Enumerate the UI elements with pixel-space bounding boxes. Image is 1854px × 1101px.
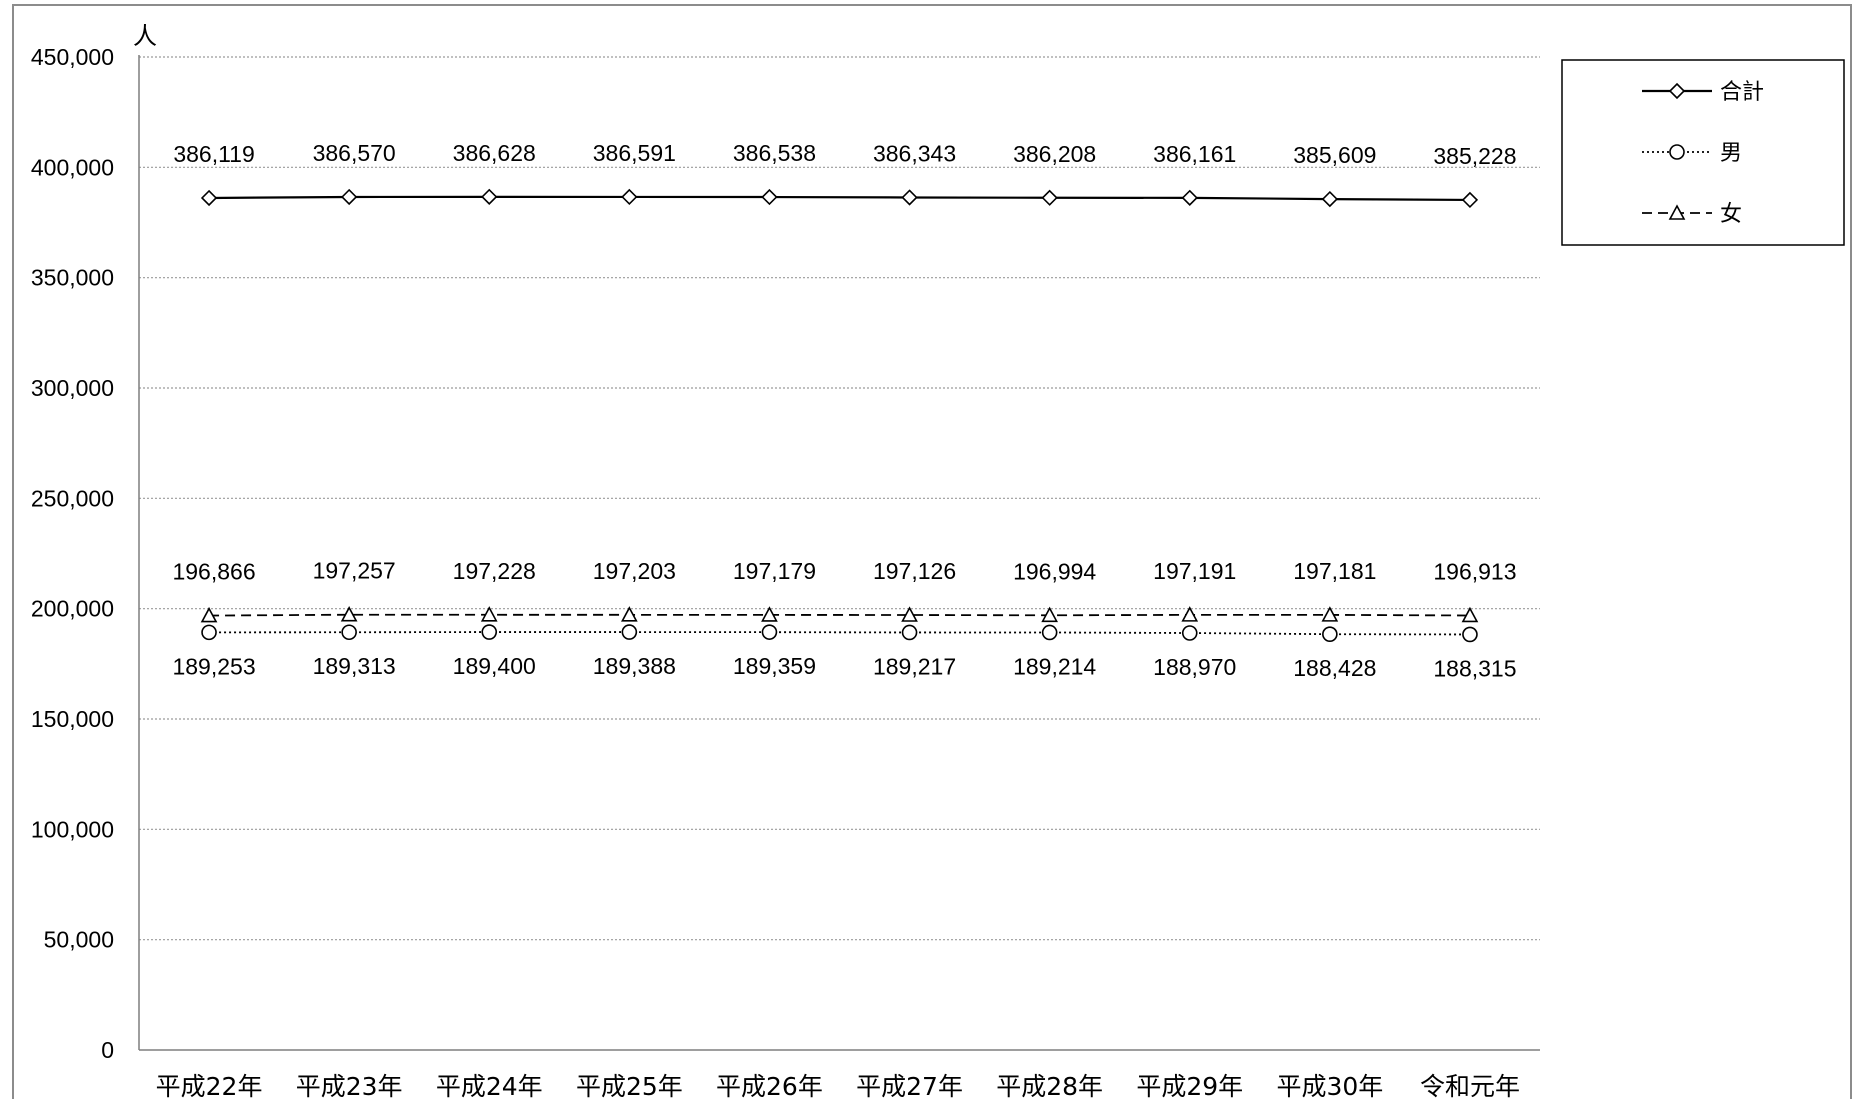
data-point-diamond bbox=[761, 188, 778, 206]
data-point-triangle bbox=[340, 606, 358, 622]
data-point-circle bbox=[481, 624, 498, 640]
data-point-diamond bbox=[1321, 190, 1338, 208]
data-label: 197,191 bbox=[1153, 558, 1236, 584]
series-line-circle bbox=[209, 631, 1470, 636]
data-label: 197,126 bbox=[873, 558, 956, 584]
legend-label: 男 bbox=[1720, 141, 1742, 166]
data-label: 189,313 bbox=[313, 653, 396, 679]
chart-frame bbox=[12, 4, 1852, 1099]
data-label: 189,359 bbox=[733, 653, 816, 679]
data-label: 386,161 bbox=[1153, 141, 1236, 167]
data-label: 196,866 bbox=[172, 559, 255, 585]
y-tick-label: 50,000 bbox=[44, 927, 114, 953]
data-point-triangle bbox=[200, 606, 218, 623]
y-tick-label: 450,000 bbox=[31, 44, 114, 70]
x-tick-label: 平成25年 bbox=[576, 1072, 683, 1101]
data-point-diamond bbox=[621, 188, 638, 206]
data-point-triangle bbox=[901, 606, 918, 622]
x-tick-label: 平成26年 bbox=[716, 1072, 823, 1101]
data-label: 189,253 bbox=[172, 653, 255, 679]
data-point-circle bbox=[1181, 625, 1198, 641]
legend-marker-circle bbox=[1669, 144, 1685, 160]
data-label: 386,119 bbox=[173, 141, 254, 167]
y-tick-label: 150,000 bbox=[31, 706, 114, 732]
data-point-diamond bbox=[481, 188, 498, 205]
x-tick-label: 平成27年 bbox=[856, 1072, 963, 1101]
data-label: 188,315 bbox=[1433, 655, 1516, 681]
data-label: 189,214 bbox=[1013, 653, 1096, 679]
data-label: 196,913 bbox=[1433, 558, 1516, 584]
data-label: 189,217 bbox=[873, 653, 956, 679]
data-point-circle bbox=[1041, 624, 1058, 641]
data-label: 197,228 bbox=[453, 558, 536, 584]
data-label: 386,570 bbox=[313, 140, 396, 166]
data-point-circle bbox=[761, 624, 778, 640]
legend-label: 女 bbox=[1720, 202, 1742, 227]
x-tick-label: 平成28年 bbox=[996, 1072, 1103, 1101]
data-point-circle bbox=[201, 624, 217, 641]
y-tick-label: 200,000 bbox=[31, 596, 114, 622]
x-tick-label: 平成23年 bbox=[296, 1072, 403, 1101]
data-point-diamond bbox=[1181, 189, 1198, 207]
data-label: 189,388 bbox=[593, 653, 676, 679]
data-label: 385,228 bbox=[1433, 143, 1516, 169]
data-label: 197,203 bbox=[593, 558, 676, 584]
data-label: 385,609 bbox=[1293, 142, 1376, 168]
data-label: 197,257 bbox=[313, 558, 396, 584]
y-tick-label: 400,000 bbox=[31, 154, 114, 180]
data-point-circle bbox=[1322, 626, 1338, 643]
x-tick-label: 平成29年 bbox=[1136, 1072, 1243, 1101]
data-point-triangle bbox=[1041, 606, 1058, 623]
y-unit-label: 人 bbox=[133, 22, 157, 50]
data-label: 197,179 bbox=[733, 558, 816, 584]
data-label: 386,343 bbox=[873, 140, 956, 166]
legend-label: 合計 bbox=[1720, 80, 1764, 105]
data-point-circle bbox=[1462, 626, 1478, 643]
data-point-triangle bbox=[480, 606, 498, 622]
x-tick-label: 平成24年 bbox=[436, 1072, 543, 1101]
data-point-circle bbox=[341, 624, 357, 641]
y-tick-label: 0 bbox=[101, 1037, 114, 1063]
data-point-circle bbox=[901, 624, 918, 641]
series-line-triangle bbox=[209, 613, 1470, 617]
data-point-diamond bbox=[1041, 189, 1058, 206]
y-tick-label: 250,000 bbox=[31, 485, 114, 511]
y-tick-label: 100,000 bbox=[31, 816, 114, 842]
data-point-triangle bbox=[621, 606, 638, 622]
data-label: 386,591 bbox=[593, 140, 676, 166]
data-label: 196,994 bbox=[1013, 558, 1096, 584]
data-point-diamond bbox=[200, 189, 218, 207]
x-tick-label: 令和元年 bbox=[1420, 1072, 1520, 1101]
x-tick-label: 平成22年 bbox=[156, 1072, 263, 1101]
data-point-diamond bbox=[1461, 191, 1479, 209]
data-point-circle bbox=[621, 624, 638, 640]
x-tick-label: 平成30年 bbox=[1276, 1072, 1383, 1101]
data-point-triangle bbox=[1321, 606, 1339, 622]
data-label: 386,208 bbox=[1013, 141, 1096, 167]
y-tick-label: 350,000 bbox=[31, 265, 114, 291]
data-label: 386,628 bbox=[453, 140, 536, 166]
data-point-triangle bbox=[1181, 606, 1199, 622]
y-tick-label: 300,000 bbox=[31, 375, 114, 401]
series-line-diamond bbox=[209, 195, 1470, 202]
data-point-triangle bbox=[761, 606, 778, 622]
data-label: 188,970 bbox=[1153, 654, 1236, 680]
legend-marker-diamond bbox=[1668, 82, 1686, 100]
data-point-triangle bbox=[1461, 606, 1479, 623]
data-label: 197,181 bbox=[1293, 558, 1376, 584]
data-label: 386,538 bbox=[733, 140, 816, 166]
data-label: 188,428 bbox=[1293, 655, 1376, 681]
data-point-diamond bbox=[341, 188, 358, 206]
data-label: 189,400 bbox=[453, 653, 536, 679]
legend-marker-triangle bbox=[1668, 204, 1686, 220]
data-point-diamond bbox=[901, 189, 918, 206]
